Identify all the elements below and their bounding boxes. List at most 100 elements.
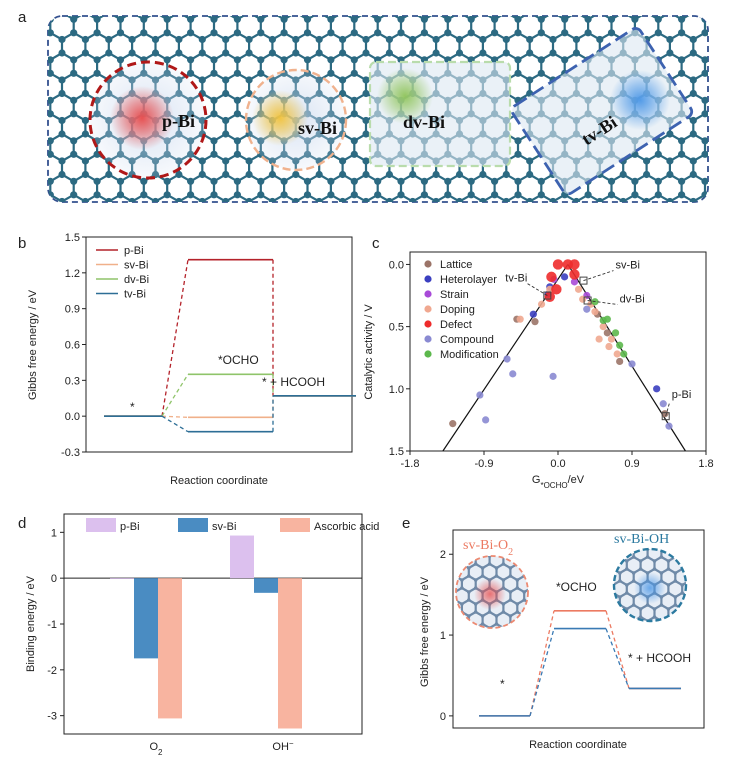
panel-e-series — [479, 610, 681, 717]
lattice-atom — [432, 35, 440, 44]
lattice-atom — [638, 559, 643, 563]
c-legend-swatch — [424, 320, 432, 328]
lattice-atom — [152, 238, 159, 245]
c-annot-marker — [579, 276, 588, 285]
lattice-atom — [128, 197, 136, 202]
lattice-atom — [631, 177, 639, 185]
lattice-atom — [151, 49, 160, 57]
lattice-atom — [222, 130, 230, 138]
c-data-point — [659, 400, 667, 408]
lattice-atom — [257, 232, 264, 239]
c-annot-marker — [583, 296, 592, 305]
lattice-atom — [456, 0, 463, 3]
lattice-atom — [715, 603, 719, 607]
lattice-atom — [479, 211, 486, 218]
lattice-atom — [537, 29, 545, 37]
lattice-atom — [516, 538, 520, 542]
sv-bi-glow — [252, 90, 308, 146]
lattice-atom — [687, 547, 691, 551]
lattice-atom — [501, 610, 506, 614]
lattice-atom — [614, 559, 615, 563]
lattice-atom — [495, 646, 499, 650]
lattice-atom — [425, 566, 429, 570]
lattice-atom — [583, 639, 587, 643]
lattice-atom — [481, 646, 485, 650]
lattice-atom — [245, 16, 253, 17]
lattice-atom — [604, 595, 608, 599]
lattice-atom — [362, 76, 370, 84]
lattice-atom — [631, 603, 636, 607]
lattice-atom — [701, 16, 708, 23]
lattice-atom — [316, 0, 323, 3]
lattice-atom — [604, 579, 608, 583]
lattice-atom — [385, 49, 393, 57]
lattice-atom — [666, 607, 671, 611]
lattice-atom — [467, 16, 475, 23]
lattice-atom — [618, 549, 622, 551]
lattice-atom — [694, 559, 698, 563]
c-data-point — [628, 360, 636, 368]
lattice-atom — [70, 56, 78, 64]
lattice-atom — [467, 574, 471, 578]
lattice-atom — [737, 36, 744, 43]
lattice-atom — [666, 16, 674, 17]
lattice-atom — [303, 177, 312, 185]
lattice-atom — [715, 555, 719, 559]
lattice-atom — [453, 550, 457, 554]
lattice-atom — [590, 555, 594, 559]
lattice-atom — [70, 177, 78, 185]
b-y-tick-label: 0.6 — [65, 340, 80, 352]
d-bar-ascorbic-acid — [278, 578, 302, 729]
lattice-atom — [432, 562, 436, 566]
lattice-atom — [48, 96, 54, 104]
lattice-atom — [680, 639, 684, 643]
lattice-atom — [362, 116, 370, 125]
lattice-atom — [620, 238, 627, 245]
lattice-atom — [549, 16, 557, 17]
c-data-point — [603, 329, 611, 337]
lattice-atom — [701, 137, 708, 145]
c-annot-marker — [661, 412, 670, 421]
lattice-atom — [725, 232, 732, 239]
lattice-atom — [386, 211, 393, 218]
lattice-atom — [536, 590, 540, 594]
c-data-point — [599, 323, 607, 331]
lattice-atom — [374, 16, 382, 23]
lattice-atom — [666, 35, 674, 44]
c-legend-swatch — [424, 290, 432, 298]
e-transition — [529, 610, 555, 717]
lattice-atom — [93, 16, 101, 23]
lattice-atom — [701, 523, 705, 527]
lattice-atom — [643, 238, 650, 245]
lattice-atom — [659, 603, 664, 607]
lattice-atom — [460, 586, 464, 590]
lattice-atom — [631, 232, 638, 239]
lattice-atom — [222, 197, 230, 202]
lattice-atom — [543, 530, 547, 534]
lattice-atom — [502, 197, 510, 202]
lattice-atom — [58, 116, 66, 125]
lattice-atom — [529, 650, 533, 654]
b-transition — [161, 415, 189, 419]
lattice-atom — [210, 29, 218, 37]
lattice-atom — [503, 211, 510, 218]
lattice-atom — [339, 0, 346, 3]
lattice-atom — [81, 16, 90, 17]
lattice-atom — [537, 191, 545, 199]
lattice-atom — [625, 607, 629, 611]
lattice-atom — [58, 170, 66, 179]
c-data-point — [551, 284, 562, 295]
lattice-atom — [607, 16, 616, 23]
tv-bi-box — [510, 27, 694, 196]
panel-b-legend: p-Bi sv-Bi dv-Bi tv-Bi — [96, 245, 149, 301]
lattice-atom — [70, 218, 77, 225]
lattice-atom — [689, 197, 697, 202]
lattice-atom — [737, 0, 744, 3]
c-x-tick-label: -0.9 — [475, 458, 494, 470]
lattice-atom — [397, 218, 404, 225]
c-data-point — [616, 357, 624, 366]
lattice-atom — [164, 232, 171, 239]
lattice-atom — [701, 69, 708, 77]
lattice-atom — [35, 238, 42, 245]
lattice-atom — [689, 170, 697, 179]
